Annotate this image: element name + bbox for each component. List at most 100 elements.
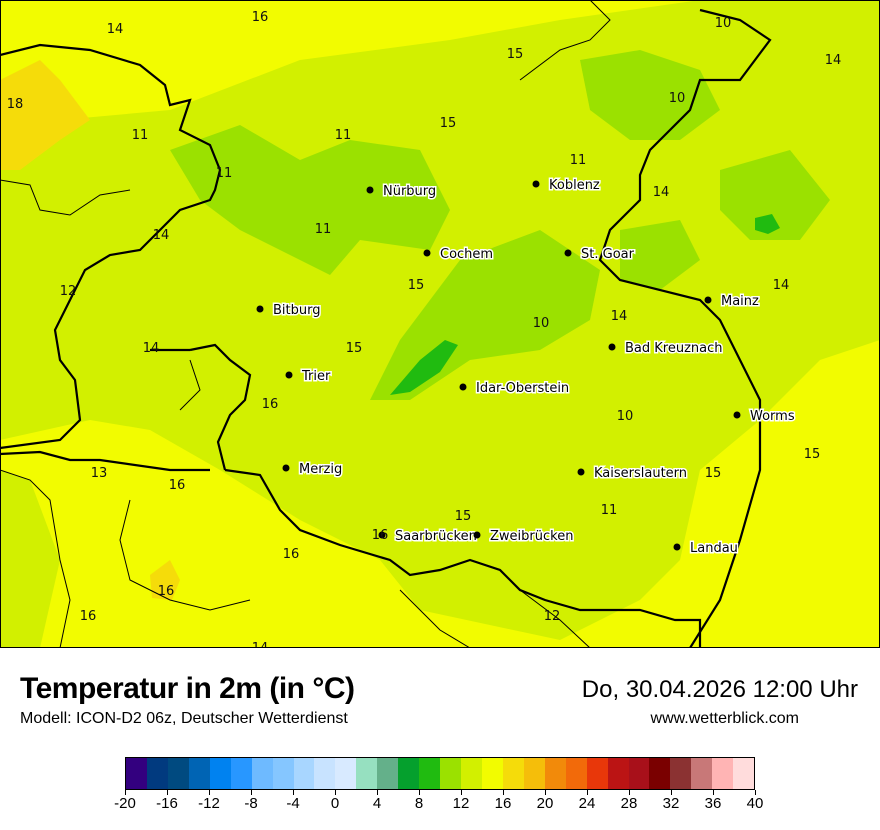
legend-swatch xyxy=(209,758,231,789)
city-marker xyxy=(532,180,540,188)
legend-tick xyxy=(671,790,672,795)
city-marker xyxy=(282,464,290,472)
temperature-value-label: 13 xyxy=(91,466,108,481)
city-label: Worms xyxy=(750,409,795,424)
legend-tick xyxy=(125,790,126,795)
legend-swatch xyxy=(398,758,420,789)
forecast-datetime: Do, 30.04.2026 12:00 Uhr xyxy=(581,676,858,703)
legend-ticks: -20 -16 -12 -8 -4 0 4 8 12 16 20 24 28 32 36 40 xyxy=(114,790,763,820)
district-border xyxy=(399,589,471,648)
temperature-value-label: 12 xyxy=(60,284,77,299)
city-label: Zweibrücken xyxy=(490,529,573,544)
city-marker xyxy=(459,383,467,391)
legend-tick-label: 20 xyxy=(536,795,554,812)
temperature-value-label: 14 xyxy=(143,341,160,356)
temperature-value-label: 14 xyxy=(153,228,170,243)
city-marker xyxy=(733,411,741,419)
city-label: Bitburg xyxy=(273,303,321,318)
temperature-value-label: 10 xyxy=(715,16,732,31)
temperature-value-label: 10 xyxy=(533,316,550,331)
temperature-value-label: 11 xyxy=(132,128,149,143)
legend-tick xyxy=(251,790,252,795)
legend-swatch xyxy=(335,758,357,789)
temperature-value-label: 12 xyxy=(544,609,561,624)
city-marker xyxy=(378,531,386,539)
city-label: Koblenz xyxy=(549,178,600,193)
city-label: Merzig xyxy=(299,462,342,477)
city-label: Trier xyxy=(301,369,331,384)
website-link[interactable]: www.wetterblick.com xyxy=(650,710,799,727)
city-label: St. Goar xyxy=(581,247,635,262)
legend-tick xyxy=(587,790,588,795)
city-marker xyxy=(673,543,681,551)
district-border xyxy=(119,499,251,611)
legend-swatch xyxy=(586,758,608,789)
legend-tick-label: 4 xyxy=(372,795,382,812)
temperature-value-label: 14 xyxy=(107,22,124,37)
legend-tick-label: 32 xyxy=(662,795,680,812)
city-label: Mainz xyxy=(721,294,759,309)
temperature-value-label: 16 xyxy=(252,10,269,25)
temperature-value-label: 11 xyxy=(216,166,233,181)
legend-swatch xyxy=(523,758,545,789)
legend-tick-label: 28 xyxy=(620,795,638,812)
district-border xyxy=(0,179,131,216)
city-label: Landau xyxy=(690,541,738,556)
temperature-value-label: 11 xyxy=(601,503,618,518)
legend-swatch xyxy=(544,758,566,789)
city-marker xyxy=(564,249,572,257)
legend-swatch xyxy=(733,758,755,789)
legend-tick xyxy=(293,790,294,795)
legend-tick-label: -8 xyxy=(244,795,258,812)
temperature-value-label: 10 xyxy=(669,91,686,106)
legend-tick xyxy=(377,790,378,795)
temperature-field-14 xyxy=(0,470,60,648)
legend-tick-label: -4 xyxy=(286,795,300,812)
temperature-value-label: 11 xyxy=(335,128,352,143)
legend-swatch xyxy=(628,758,650,789)
legend-swatch xyxy=(126,758,147,789)
city-marker xyxy=(608,343,616,351)
state-border xyxy=(598,8,772,648)
legend-swatch xyxy=(314,758,336,789)
city-marker xyxy=(256,305,264,313)
city-marker xyxy=(423,249,431,257)
legend-tick xyxy=(461,790,462,795)
temperature-value-label: 14 xyxy=(611,309,628,324)
city-marker xyxy=(704,296,712,304)
city-label: Bad Kreuznach xyxy=(625,341,723,356)
legend-swatch xyxy=(230,758,252,789)
legend-tick-label: -12 xyxy=(198,795,220,812)
legend-tick-label: 8 xyxy=(414,795,424,812)
legend-swatch xyxy=(440,758,461,789)
temperature-value-label: 16 xyxy=(158,584,175,599)
legend-swatch xyxy=(377,758,399,789)
district-border xyxy=(519,0,611,81)
legend-swatch xyxy=(670,758,692,789)
state-border xyxy=(0,450,210,472)
legend-tick-label: 0 xyxy=(330,795,340,812)
city-marker xyxy=(577,468,585,476)
temperature-value-label: 15 xyxy=(346,341,363,356)
legend-tick-label: 24 xyxy=(578,795,596,812)
city-marker xyxy=(285,371,293,379)
legend-tick xyxy=(503,790,504,795)
temperature-value-label: 11 xyxy=(315,222,332,237)
legend-tick-label: 36 xyxy=(704,795,722,812)
city-label: Nürburg xyxy=(383,184,436,199)
legend-tick xyxy=(629,790,630,795)
temperature-map: Nürburg Koblenz Cochem St. Goar Mainz Bitburg… xyxy=(0,0,880,648)
legend-tick xyxy=(167,790,168,795)
temperature-value-label: 11 xyxy=(570,153,587,168)
temperature-field-18 xyxy=(150,560,180,600)
color-scale-legend xyxy=(125,757,755,790)
temperature-value-label: 15 xyxy=(705,466,722,481)
temperature-value-label: 16 xyxy=(283,547,300,562)
temperature-value-label: 16 xyxy=(262,397,279,412)
legend-swatch xyxy=(565,758,587,789)
city-label: Kaiserslautern xyxy=(594,466,687,481)
legend-tick xyxy=(209,790,210,795)
temperature-field-10 xyxy=(390,340,458,395)
legend-swatch xyxy=(419,758,441,789)
city-label: Idar-Oberstein xyxy=(476,381,569,396)
